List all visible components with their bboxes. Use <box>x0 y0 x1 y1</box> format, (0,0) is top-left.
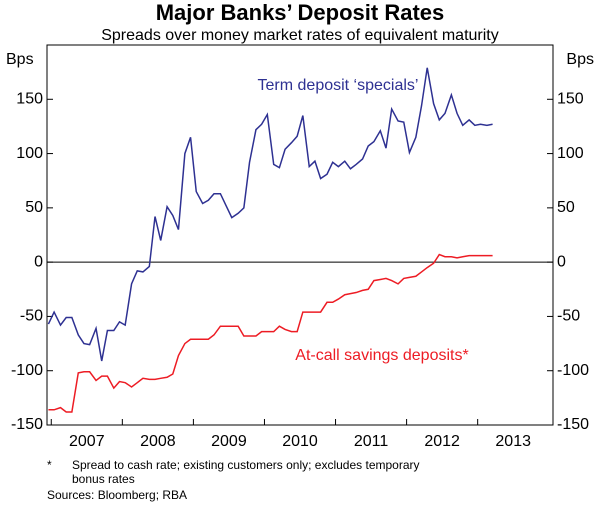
y-tick-label: 50 <box>25 199 43 216</box>
x-tick-label: 2012 <box>424 433 460 450</box>
y-tick-label: 150 <box>16 91 43 108</box>
y2-axis-label: Bps <box>566 51 594 68</box>
chart-title: Major Banks’ Deposit Rates <box>156 0 445 25</box>
y2-tick-label: 50 <box>557 199 575 216</box>
y-tick-label: -150 <box>11 416 43 433</box>
y2-tick-label: 100 <box>557 145 584 162</box>
y-tick-label: 100 <box>16 145 43 162</box>
plot-frame <box>46 44 554 426</box>
y-tick-label: 0 <box>34 253 43 270</box>
y2-tick-label: 0 <box>557 253 566 270</box>
series-label: Term deposit ‘specials’ <box>258 77 419 94</box>
y2-tick-label: -150 <box>557 416 589 433</box>
chart: Major Banks’ Deposit Rates Spreads over … <box>6 0 594 450</box>
series-label: At-call savings deposits* <box>295 347 468 364</box>
y2-tick-label: -100 <box>557 362 589 379</box>
chart-subtitle: Spreads over money market rates of equiv… <box>101 27 499 44</box>
footnote: Spread to cash rate; existing customers … <box>72 458 420 486</box>
x-tick-label: 2011 <box>354 433 389 450</box>
source: Sources: Bloomberg; RBA <box>47 488 188 502</box>
x-tick-label: 2010 <box>282 433 318 450</box>
x-tick-label: 2009 <box>211 433 247 450</box>
series-line <box>48 253 493 413</box>
x-tick-label: 2008 <box>140 433 176 450</box>
y-tick-label: -50 <box>20 308 43 325</box>
x-tick-label: 2007 <box>69 433 105 450</box>
y-tick-label: -100 <box>11 362 43 379</box>
y-axis-label: Bps <box>6 51 34 68</box>
y2-tick-label: 150 <box>557 91 584 108</box>
series-line <box>47 67 493 362</box>
footnote-marker: * <box>47 458 52 472</box>
x-tick-label: 2013 <box>495 433 531 450</box>
y2-tick-label: -50 <box>557 308 580 325</box>
